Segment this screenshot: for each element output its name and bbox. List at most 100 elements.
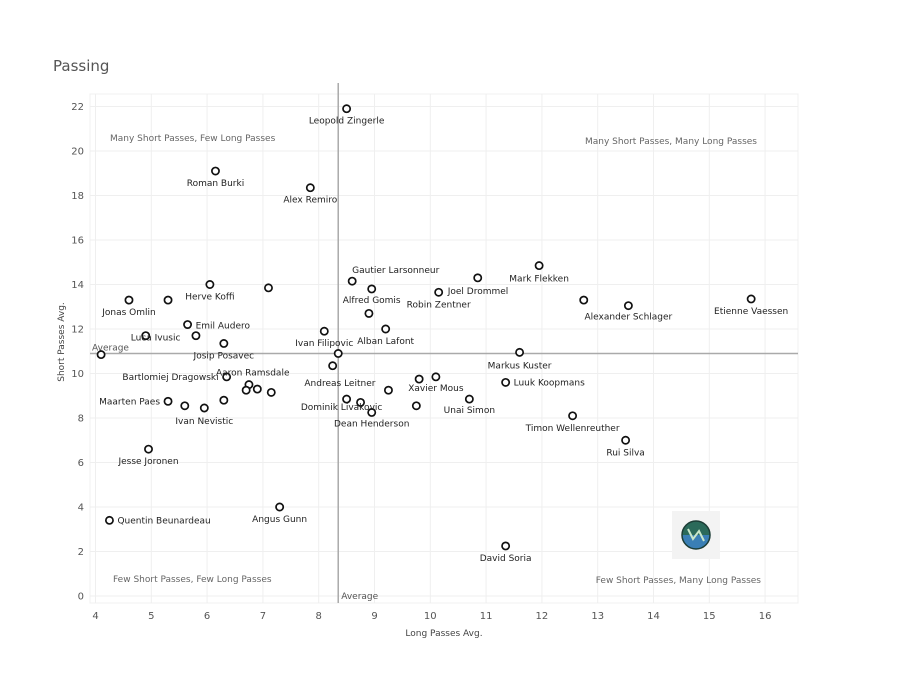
x-tick-label: 12 [536, 611, 549, 622]
logo [672, 511, 720, 559]
data-label: Jonas Omlin [101, 308, 156, 318]
data-label: David Soria [480, 554, 532, 564]
y-tick-label: 22 [71, 102, 84, 113]
x-tick-label: 9 [371, 611, 377, 622]
y-tick-label: 2 [78, 547, 84, 558]
data-label: Robin Zentner [407, 300, 471, 310]
average-lines: Average Average [90, 83, 798, 603]
data-label: Xavier Mous [408, 384, 464, 394]
data-label: Mark Flekken [509, 275, 569, 285]
data-point[interactable] [342, 394, 352, 404]
data-point[interactable] [163, 295, 173, 305]
x-tick-label: 8 [316, 611, 322, 622]
y-tick-label: 10 [71, 369, 84, 380]
data-point[interactable] [104, 515, 114, 525]
data-point[interactable] [333, 349, 343, 358]
data-label: Jesse Joronen [117, 457, 178, 467]
data-point[interactable] [191, 331, 201, 341]
data-label: Angus Gunn [252, 515, 307, 525]
data-point[interactable] [211, 166, 220, 176]
data-point[interactable] [222, 372, 232, 382]
data-label: Josip Posavec [193, 351, 255, 361]
data-point[interactable] [144, 444, 153, 454]
y-tick-label: 6 [78, 458, 84, 469]
data-label: Alfred Gomis [343, 296, 401, 306]
data-label: Luca Ivusic [131, 334, 181, 344]
data-label: Ivan Filipovic [295, 339, 353, 349]
data-point[interactable] [124, 295, 134, 305]
data-point[interactable] [163, 396, 173, 406]
data-point[interactable] [364, 308, 374, 318]
data-point[interactable] [411, 401, 421, 411]
data-point[interactable] [367, 407, 377, 417]
data-point[interactable] [501, 541, 511, 551]
data-point[interactable] [356, 397, 365, 407]
data-point[interactable] [515, 347, 525, 357]
data-point[interactable] [219, 339, 229, 348]
x-tick-label: 10 [424, 611, 437, 622]
data-label: Ivan Nevistic [175, 417, 233, 427]
y-tick-label: 20 [71, 147, 84, 158]
data-point[interactable] [141, 331, 151, 341]
data-label: Dean Henderson [334, 419, 409, 429]
quadrant-labels: Many Short Passes, Few Long Passes Many S… [110, 134, 761, 586]
data-point[interactable] [473, 273, 483, 283]
x-tick-label: 14 [647, 611, 660, 622]
data-point[interactable] [328, 361, 338, 371]
data-point[interactable] [241, 385, 251, 395]
data-point[interactable] [275, 502, 285, 512]
x-axis-title: Long Passes Avg. [405, 629, 482, 639]
data-label: Quentin Beunardeau [117, 516, 210, 526]
data-point[interactable] [252, 384, 262, 394]
data-label: Leopold Zingerle [309, 117, 385, 127]
data-point[interactable] [434, 287, 444, 297]
data-label: Bartlomiej Dragowski [122, 373, 218, 383]
data-point[interactable] [342, 104, 352, 114]
data-point[interactable] [384, 385, 393, 395]
data-point[interactable] [501, 377, 511, 387]
data-point[interactable] [305, 183, 315, 193]
data-point[interactable] [319, 326, 329, 336]
data-point[interactable] [183, 320, 193, 329]
data-label: Gautier Larsonneur [352, 266, 439, 276]
data-point[interactable] [621, 435, 631, 445]
data-point[interactable] [180, 401, 190, 411]
data-point[interactable] [96, 350, 106, 360]
data-label: Rui Silva [606, 448, 644, 458]
data-point[interactable] [266, 387, 276, 397]
y-tick-label: 16 [71, 236, 84, 247]
data-label: Maarten Paes [99, 397, 160, 407]
data-point[interactable] [623, 301, 633, 311]
data-point[interactable] [579, 295, 589, 305]
data-point[interactable] [568, 411, 578, 421]
data-point[interactable] [347, 276, 357, 286]
data-point[interactable] [367, 284, 377, 294]
data-label: Aaron Ramsdale [216, 369, 290, 379]
x-tick-label: 16 [759, 611, 772, 622]
data-label: Alexander Schlager [585, 313, 673, 323]
data-label: Emil Audero [196, 322, 251, 332]
data-point[interactable] [746, 294, 756, 304]
y-tick-label: 14 [71, 280, 84, 291]
data-point[interactable] [431, 372, 441, 382]
data-label: Etienne Vaessen [714, 307, 788, 317]
data-label: Timon Wellenreuther [525, 424, 620, 434]
data-point[interactable] [205, 280, 215, 289]
data-label: Unai Simon [444, 406, 495, 416]
data-point[interactable] [264, 283, 273, 293]
data-label: Alban Lafont [357, 337, 414, 347]
data-point[interactable] [534, 261, 544, 271]
x-tick-label: 11 [480, 611, 493, 622]
quadrant-label-top-left: Many Short Passes, Few Long Passes [110, 134, 276, 144]
y-tick-label: 12 [71, 325, 84, 336]
data-point[interactable] [464, 394, 474, 404]
data-point[interactable] [414, 374, 424, 384]
data-points [96, 104, 756, 551]
data-point[interactable] [199, 403, 209, 413]
data-point[interactable] [381, 324, 391, 334]
y-tick-label: 4 [78, 503, 84, 514]
x-tick-label: 15 [703, 611, 716, 622]
data-label: Joel Drommel [447, 287, 509, 297]
data-point[interactable] [219, 395, 229, 405]
average-x-label: Average [341, 592, 378, 602]
